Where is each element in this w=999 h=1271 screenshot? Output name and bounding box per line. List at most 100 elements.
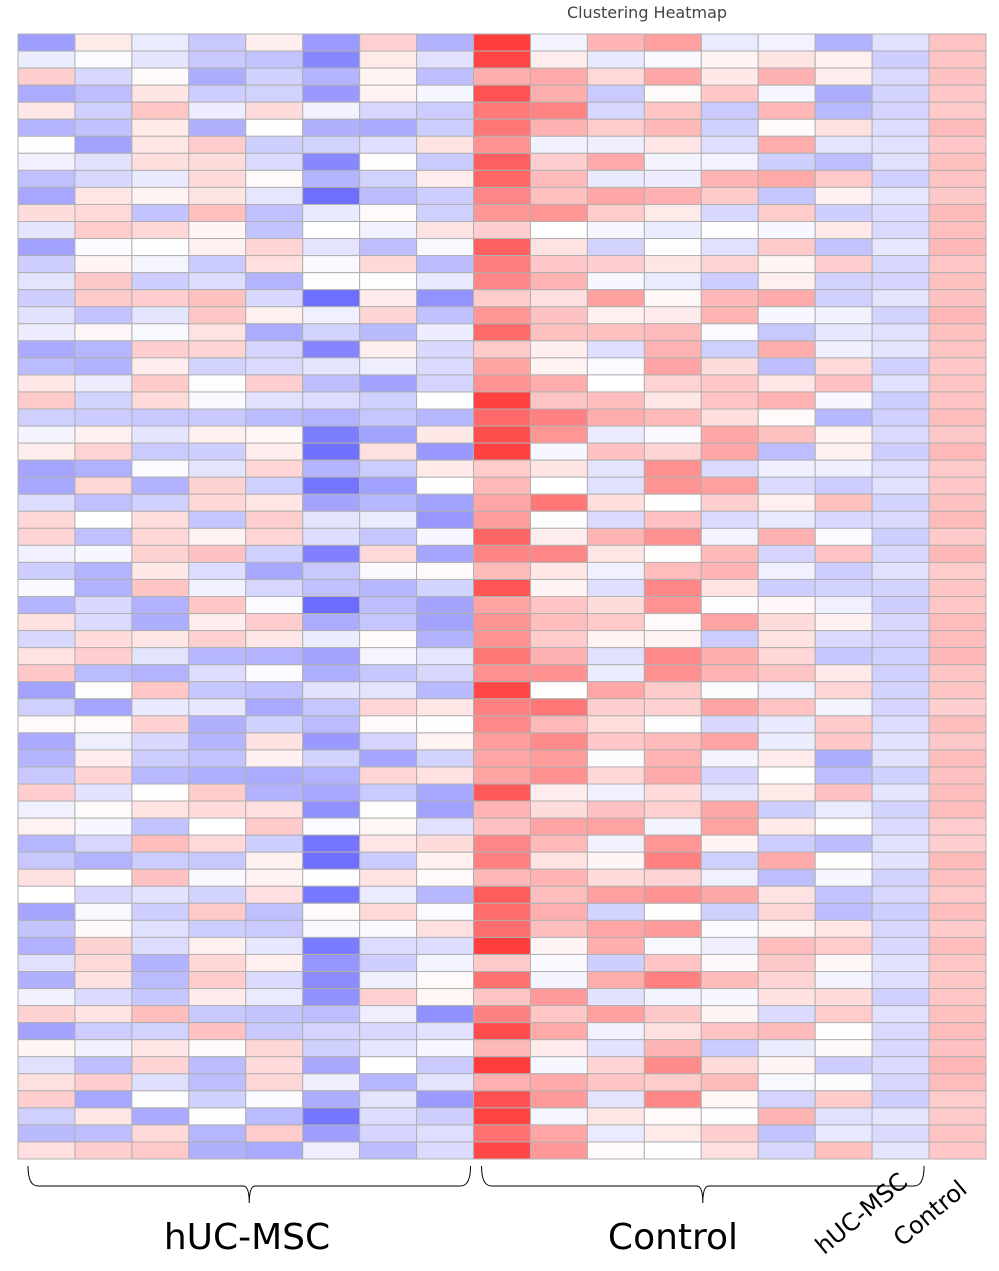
heatmap-cell (529, 186, 588, 205)
heatmap-cell (700, 1107, 759, 1126)
heatmap-cell (700, 561, 759, 580)
heatmap-cell (74, 936, 133, 955)
heatmap-cell (245, 1056, 304, 1075)
heatmap-cell (302, 272, 361, 291)
heatmap-cell (529, 476, 588, 495)
heatmap-cell (131, 578, 190, 598)
heatmap-cell (302, 817, 361, 836)
heatmap-cell (359, 203, 418, 222)
heatmap-cell (643, 630, 702, 649)
heatmap-cell (416, 527, 475, 546)
heatmap-cell (302, 459, 361, 478)
heatmap-cell (473, 408, 531, 427)
heatmap-cell (188, 544, 247, 563)
heatmap-cell (188, 1141, 247, 1160)
heatmap-cell (416, 169, 475, 188)
heatmap-cell (928, 1141, 987, 1160)
heatmap-cell (586, 118, 645, 137)
heatmap-cell (586, 306, 645, 325)
heatmap-cell (416, 118, 475, 137)
heatmap-cell (131, 203, 190, 222)
heatmap-cell (643, 596, 702, 615)
heatmap-cell (643, 186, 702, 205)
heatmap-cell (757, 255, 816, 274)
heatmap-cell (131, 476, 190, 495)
heatmap-cell (814, 953, 873, 973)
heatmap-cell (131, 953, 190, 973)
heatmap-cell (359, 1005, 418, 1024)
heatmap-cell (473, 1005, 531, 1024)
heatmap-cell (757, 715, 816, 734)
heatmap-cell (245, 391, 304, 410)
heatmap-cell (586, 902, 645, 921)
heatmap-cell (17, 800, 76, 819)
heatmap-cell (700, 357, 759, 376)
heatmap-cell (302, 868, 361, 887)
heatmap-cell (302, 578, 361, 598)
heatmap-cell (871, 732, 930, 751)
heatmap-cell (643, 169, 702, 188)
heatmap-cell (928, 817, 987, 836)
heatmap-cell (188, 1005, 247, 1024)
heatmap-cell (871, 749, 930, 768)
heatmap-cell (473, 306, 531, 325)
heatmap-cell (131, 169, 190, 188)
group-brackets (27, 1165, 925, 1204)
heatmap-cell (188, 442, 247, 461)
heatmap-cell (700, 425, 759, 444)
heatmap-cell (302, 698, 361, 717)
heatmap-cell (814, 306, 873, 325)
heatmap-cell (757, 510, 816, 529)
heatmap-cell (928, 323, 987, 342)
heatmap-cell (529, 834, 588, 853)
heatmap-cell (700, 1124, 759, 1143)
heatmap-cell (586, 664, 645, 683)
heatmap-cell (188, 732, 247, 751)
heatmap-cell (416, 783, 475, 802)
heatmap-cell (74, 971, 133, 990)
heatmap-cell (245, 647, 304, 666)
heatmap-cell (871, 1056, 930, 1075)
heatmap-cell (17, 374, 76, 393)
heatmap-cell (17, 1107, 76, 1126)
heatmap-cell (928, 1124, 987, 1143)
heatmap-cell (188, 238, 247, 257)
heatmap-cell (928, 391, 987, 410)
heatmap-cell (302, 169, 361, 188)
heatmap-cell (245, 340, 304, 359)
heatmap-cell (586, 647, 645, 666)
heatmap-cell (473, 596, 531, 615)
heatmap-cell (74, 817, 133, 836)
heatmap-cell (74, 613, 133, 632)
heatmap-cell (245, 1022, 304, 1041)
heatmap-cell (814, 1005, 873, 1024)
heatmap-cell (643, 408, 702, 427)
heatmap-cell (131, 118, 190, 137)
heatmap-cell (416, 647, 475, 666)
heatmap-cell (871, 971, 930, 990)
heatmap-cell (74, 510, 133, 529)
heatmap-cell (928, 851, 987, 870)
heatmap-cell (643, 578, 702, 598)
heatmap-cell (17, 135, 76, 154)
heatmap-cell (928, 152, 987, 171)
heatmap-cell (245, 493, 304, 512)
heatmap-cell (302, 357, 361, 376)
heatmap-cell (131, 84, 190, 103)
heatmap-cell (814, 33, 873, 52)
heatmap-cell (416, 238, 475, 257)
heatmap-cell (814, 544, 873, 563)
heatmap-cell (814, 203, 873, 222)
heatmap-cell (814, 1073, 873, 1092)
heatmap-cell (416, 919, 475, 938)
heatmap-cell (643, 33, 702, 52)
heatmap-cell (74, 527, 133, 546)
heatmap-cell (188, 596, 247, 615)
heatmap-cell (74, 732, 133, 751)
heatmap-cell (757, 118, 816, 137)
heatmap-cell (757, 374, 816, 393)
heatmap-cell (17, 527, 76, 546)
heatmap-cell (245, 408, 304, 427)
heatmap-cell (359, 1022, 418, 1041)
heatmap-cell (473, 902, 531, 921)
